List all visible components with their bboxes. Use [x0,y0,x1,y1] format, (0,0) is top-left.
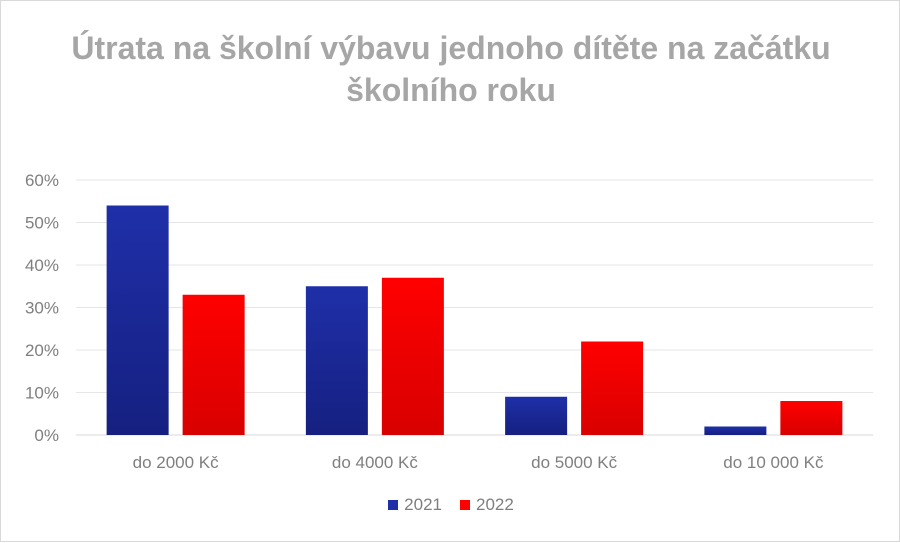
legend-item-2022: 2022 [460,495,514,515]
bar-2022-1 [381,277,444,435]
legend: 2021 2022 [1,495,900,515]
legend-item-2021: 2021 [388,495,442,515]
bar-2021-3 [704,426,767,435]
x-tick-label: do 2000 Kč [133,453,220,472]
legend-label: 2022 [476,495,514,514]
y-tick-label: 10% [25,384,59,403]
legend-swatch [460,500,470,510]
bar-2021-0 [106,205,169,435]
y-tick-label: 50% [25,214,59,233]
bar-2022-2 [581,341,644,435]
x-tick-label: do 4000 Kč [332,453,419,472]
bar-2022-3 [780,401,843,435]
chart-title: Útrata na školní výbavu jednoho dítěte n… [71,30,831,108]
y-tick-label: 40% [25,256,59,275]
y-tick-label: 60% [25,171,59,190]
bar-2021-2 [505,396,568,435]
y-tick-label: 20% [25,341,59,360]
bar-2021-1 [305,286,368,435]
y-tick-label: 30% [25,299,59,318]
y-tick-label: 0% [34,426,59,445]
legend-label: 2021 [404,495,442,514]
bar-2022-0 [182,294,245,435]
x-tick-label: do 5000 Kč [531,453,618,472]
legend-swatch [388,500,399,510]
x-tick-label: do 10 000 Kč [723,453,824,472]
